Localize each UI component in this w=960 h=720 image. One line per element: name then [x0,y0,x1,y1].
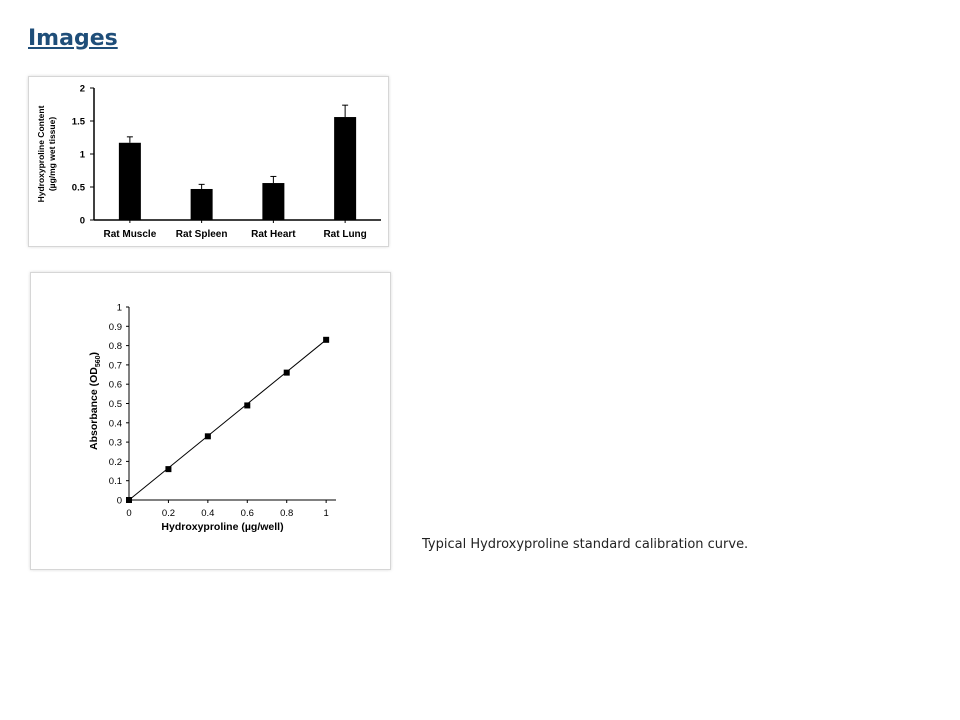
y-tick-label: 0.2 [109,457,122,468]
y-tick-label: 0.5 [72,183,86,194]
y-tick-label: 0.5 [109,399,122,410]
x-tick-label: Rat Spleen [176,229,228,240]
x-axis-label: Hydroxyproline (µg/well) [161,521,283,533]
bar [262,183,285,220]
data-point [323,336,330,343]
y-tick-label: 0.3 [109,438,122,449]
y-tick-label: 0 [80,216,85,227]
y-tick-label: 0.4 [109,418,122,429]
y-tick-label: 0.8 [109,341,122,352]
x-tick-label: 0 [126,508,131,519]
data-point [204,433,211,440]
y-axis-label: Hydroxyproline Content [36,105,46,202]
y-tick-label: 2 [80,84,85,95]
figure-caption: Typical Hydroxyproline standard calibrat… [422,537,749,552]
x-tick-label: 0.8 [280,508,293,519]
tissue-bar-chart: 0 0.5 1 1.5 2 Rat Muscle Rat Spleen Rat Heart Ra… [36,84,381,240]
x-tick-label: 1 [323,508,328,519]
data-point [283,369,290,376]
y-tick-label: 0.9 [109,322,122,333]
x-tick-label: Rat Muscle [103,229,156,240]
fit-line [128,339,327,501]
x-tick-label: Rat Lung [323,229,366,240]
x-tick-label: 0.4 [201,508,214,519]
y-tick-label: 1.5 [72,117,86,128]
bar [190,188,213,220]
bar [118,142,141,220]
y-tick-label: 0.1 [109,476,122,487]
images-heading[interactable]: Images [28,26,118,51]
x-tick-label: 0.2 [162,508,175,519]
y-axis-label: Absorbance (OD560) [88,352,102,450]
tissue-bar-chart-figure: 0 0.5 1 1.5 2 Rat Muscle Rat Spleen Rat Heart Ra… [28,76,389,247]
calibration-curve-figure: 0 0.1 0.2 0.3 0.4 0.5 0.6 0.7 0.8 0.9 1 0 0.2 0.4 0.6 0… [30,272,391,570]
y-tick-label: 1 [117,303,122,314]
bar [334,117,357,220]
y-axis-label-units: (µg/mg wet tissue) [47,117,57,191]
y-tick-label: 0.6 [109,380,122,391]
y-tick-label: 0.7 [109,360,122,371]
y-tick-label: 0 [117,496,122,507]
calibration-curve-chart: 0 0.1 0.2 0.3 0.4 0.5 0.6 0.7 0.8 0.9 1 0 0.2 0.4 0.6 0… [88,303,336,533]
x-tick-label: Rat Heart [251,229,296,240]
x-tick-label: 0.6 [241,508,254,519]
y-tick-label: 1 [80,150,86,161]
data-point [244,402,251,409]
data-point [165,466,172,473]
data-point [126,497,132,503]
